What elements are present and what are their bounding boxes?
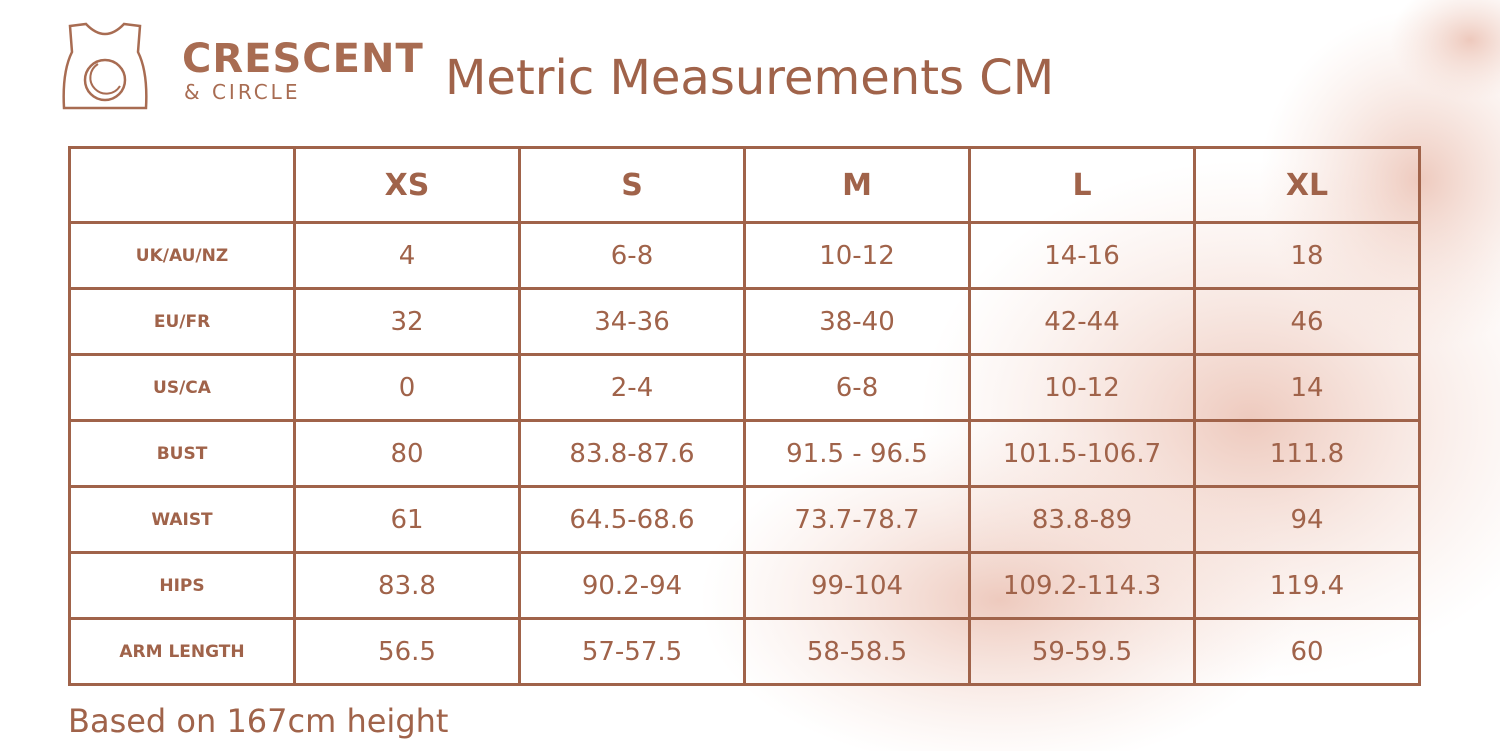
table-row: UK/AU/NZ 4 6-8 10-12 14-16 18 [68, 221, 1421, 290]
table-cell: 14 [1193, 353, 1421, 422]
table-cell: 34-36 [518, 287, 746, 356]
table-row: BUST 80 83.8-87.6 91.5 - 96.5 101.5-106.7 111… [68, 419, 1421, 488]
corner-cell [68, 146, 296, 224]
table-cell: 90.2-94 [518, 551, 746, 620]
table-row: WAIST 61 64.5-68.6 73.7-78.7 83.8-89 94 [68, 485, 1421, 554]
table-cell: 56.5 [293, 617, 521, 686]
header-row: XS S M L XL [68, 146, 1421, 224]
table-cell: 42-44 [968, 287, 1196, 356]
table-cell: 94 [1193, 485, 1421, 554]
table-cell: 2-4 [518, 353, 746, 422]
row-label: US/CA [68, 353, 296, 422]
size-table: XS S M L XL UK/AU/NZ 4 6-8 10-12 14-16 18 EU/FR 32 34… [68, 146, 1421, 686]
row-label: WAIST [68, 485, 296, 554]
table-cell: 99-104 [743, 551, 971, 620]
brand-name: CRESCENT [182, 36, 424, 82]
table-row: US/CA 0 2-4 6-8 10-12 14 [68, 353, 1421, 422]
table-cell: 32 [293, 287, 521, 356]
logo-icon [62, 22, 148, 110]
table-cell: 18 [1193, 221, 1421, 290]
column-header: XL [1193, 146, 1421, 224]
table-cell: 83.8-87.6 [518, 419, 746, 488]
row-label: ARM LENGTH [68, 617, 296, 686]
column-header: XS [293, 146, 521, 224]
table-cell: 64.5-68.6 [518, 485, 746, 554]
table-cell: 91.5 - 96.5 [743, 419, 971, 488]
table-cell: 73.7-78.7 [743, 485, 971, 554]
table-cell: 59-59.5 [968, 617, 1196, 686]
row-label: UK/AU/NZ [68, 221, 296, 290]
table-cell: 60 [1193, 617, 1421, 686]
table-cell: 46 [1193, 287, 1421, 356]
table-cell: 58-58.5 [743, 617, 971, 686]
page-title: Metric Measurements CM [445, 50, 1055, 106]
table-cell: 10-12 [968, 353, 1196, 422]
column-header: L [968, 146, 1196, 224]
brand-tagline: & CIRCLE [184, 80, 301, 104]
table-cell: 61 [293, 485, 521, 554]
table-cell: 80 [293, 419, 521, 488]
table-row: HIPS 83.8 90.2-94 99-104 109.2-114.3 119.4 [68, 551, 1421, 620]
row-label: HIPS [68, 551, 296, 620]
column-header: M [743, 146, 971, 224]
table-cell: 119.4 [1193, 551, 1421, 620]
table-cell: 14-16 [968, 221, 1196, 290]
table-cell: 83.8-89 [968, 485, 1196, 554]
row-label: EU/FR [68, 287, 296, 356]
footer-note: Based on 167cm height [68, 702, 449, 740]
table-cell: 0 [293, 353, 521, 422]
row-label: BUST [68, 419, 296, 488]
table-cell: 111.8 [1193, 419, 1421, 488]
table-cell: 57-57.5 [518, 617, 746, 686]
table-cell: 83.8 [293, 551, 521, 620]
table-row: EU/FR 32 34-36 38-40 42-44 46 [68, 287, 1421, 356]
column-header: S [518, 146, 746, 224]
table-cell: 38-40 [743, 287, 971, 356]
table-cell: 109.2-114.3 [968, 551, 1196, 620]
table-cell: 101.5-106.7 [968, 419, 1196, 488]
table-cell: 6-8 [518, 221, 746, 290]
table-cell: 6-8 [743, 353, 971, 422]
table-cell: 10-12 [743, 221, 971, 290]
table-row: ARM LENGTH 56.5 57-57.5 58-58.5 59-59.5 60 [68, 617, 1421, 686]
table-cell: 4 [293, 221, 521, 290]
